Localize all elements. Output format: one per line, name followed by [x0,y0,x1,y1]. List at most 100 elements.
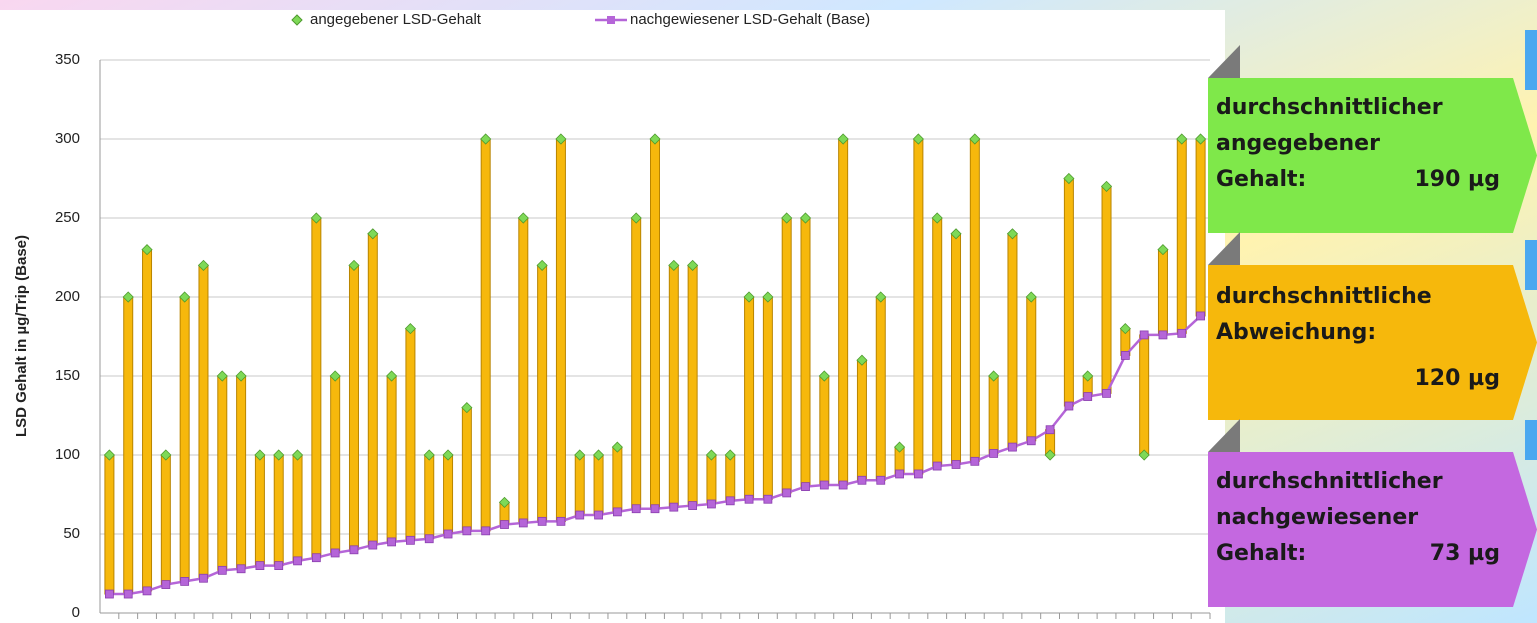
annotation-fold [1208,419,1240,452]
measured-marker [180,577,190,586]
range-bar [1063,178,1074,407]
legend-label: nachgewiesener LSD-Gehalt (Base) [630,11,870,28]
declared-marker [705,449,718,461]
measured-marker [481,526,491,536]
declared-marker [273,449,285,461]
measured-marker [1045,425,1055,435]
measured-marker [1083,392,1093,401]
measured-marker [594,510,603,520]
range-bar [1176,138,1187,334]
measured-marker [406,535,415,545]
range-bar [781,217,792,494]
range-bar [650,138,660,510]
range-bar [687,264,698,507]
range-bar [1195,138,1206,317]
annotation-text: nachgewiesener [1216,505,1418,530]
measured-marker [650,504,660,514]
range-bar [762,296,773,500]
y-tick-label: 100 [55,446,80,463]
range-bar [1026,296,1037,442]
measured-marker [932,461,942,471]
legend-label: angegebener LSD-Gehalt [310,11,482,28]
measured-marker [612,507,622,517]
declared-marker [141,244,153,256]
range-bar [217,375,228,571]
range-bar [838,138,849,486]
annotation-box [1208,452,1537,607]
declared-marker [837,133,849,145]
declared-marker [1025,291,1037,303]
range-bar [236,375,247,570]
range-bar [668,264,679,508]
measured-marker [669,502,679,512]
declared-marker [1119,323,1131,335]
measured-marker [462,526,472,536]
declared-marker [1138,449,1150,461]
declared-marker [856,354,868,366]
declared-marker [480,133,492,145]
declared-marker [687,259,699,271]
measured-marker [1120,351,1130,360]
measured-marker [537,516,547,526]
range-bar [744,296,755,500]
range-bar [631,217,642,510]
annotation-fold [1208,232,1240,265]
measured-marker [443,529,453,539]
declared-marker [818,370,830,382]
annotation-box [1208,265,1537,420]
declared-marker [781,212,793,224]
declared-marker [348,259,360,271]
declared-marker [668,259,680,271]
measured-marker [631,504,641,514]
legend-marker [607,16,615,24]
measured-marker [1008,442,1017,452]
measured-marker [951,460,961,469]
measured-marker [1139,330,1149,340]
declared-marker [1176,133,1188,145]
legend-marker [291,14,303,26]
decoration [1525,240,1537,290]
declared-marker [310,212,322,224]
measured-marker [857,475,867,485]
declared-marker [329,370,341,382]
range-bar [254,454,265,567]
y-tick-label: 150 [55,367,80,384]
range-bar [574,454,585,516]
declared-marker [404,323,416,335]
range-bar [311,217,322,559]
declared-marker [1100,180,1113,192]
range-bar [612,446,623,513]
range-bar [875,296,886,481]
y-tick-label: 350 [55,51,80,68]
measured-marker [895,469,904,479]
measured-marker [123,589,133,599]
declared-marker [1082,370,1094,382]
declared-marker [969,133,981,145]
declared-marker [442,449,454,461]
measured-marker [1196,311,1205,321]
annotation-value: 190 µg [1414,167,1500,192]
range-bar [405,328,416,541]
measured-marker [819,480,829,490]
y-tick-label: 200 [55,288,80,305]
measured-marker [142,586,152,596]
declared-marker [122,291,134,303]
declared-marker [611,441,623,453]
measured-marker [782,488,792,498]
annotation-box [1208,78,1537,233]
measured-marker [349,545,359,555]
declared-marker [517,212,529,224]
measured-marker [1177,328,1187,338]
declared-marker [423,449,435,461]
range-bar [819,375,830,486]
annotation-text: angegebener [1216,131,1380,156]
measured-marker [763,494,773,504]
range-bar [104,454,115,595]
annotation-text: Gehalt: [1216,167,1306,192]
annotation-text: Gehalt: [1216,541,1306,566]
measured-marker [274,561,284,570]
declared-marker [894,441,906,453]
declared-marker [724,449,736,461]
range-bar [461,407,472,532]
